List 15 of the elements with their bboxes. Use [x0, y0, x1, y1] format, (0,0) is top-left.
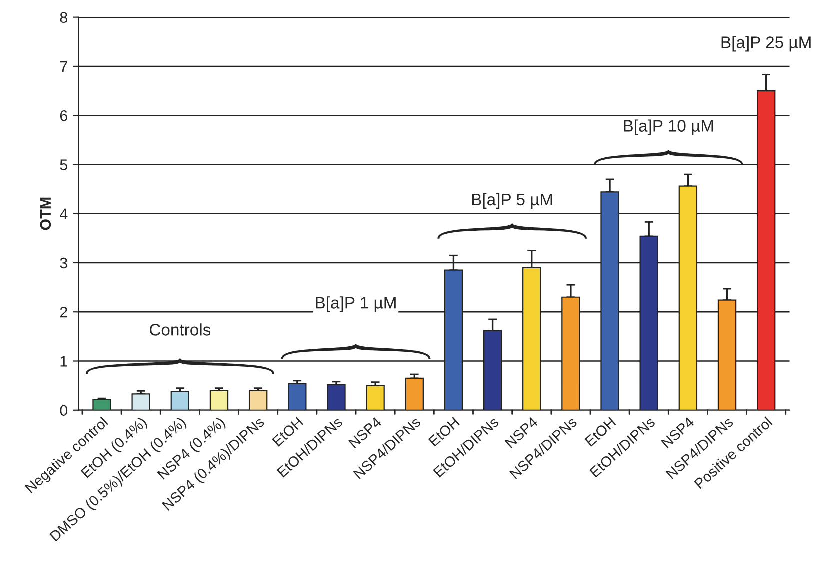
annotation: B[a]P 1 µM	[316, 296, 396, 312]
y-tick-label: 2	[60, 306, 68, 318]
y-tick-label: 8	[60, 12, 68, 24]
y-tick-label: 5	[60, 160, 68, 170]
annotation: B[a]P 10 µM	[624, 120, 714, 136]
y-axis-title: OTM	[40, 198, 52, 230]
annotation: Controls	[150, 324, 211, 336]
annotation: B[a]P 25 µM	[722, 36, 811, 52]
y-tick-label: 7	[60, 61, 68, 72]
y-tick-label: 6	[60, 110, 68, 122]
annotation: B[a]P 5 µM	[472, 193, 552, 209]
y-tick-label: 0	[60, 405, 68, 416]
y-tick-label: 4	[60, 208, 68, 220]
y-tick-label: 1	[60, 356, 68, 367]
y-tick-label: 3	[60, 258, 68, 269]
